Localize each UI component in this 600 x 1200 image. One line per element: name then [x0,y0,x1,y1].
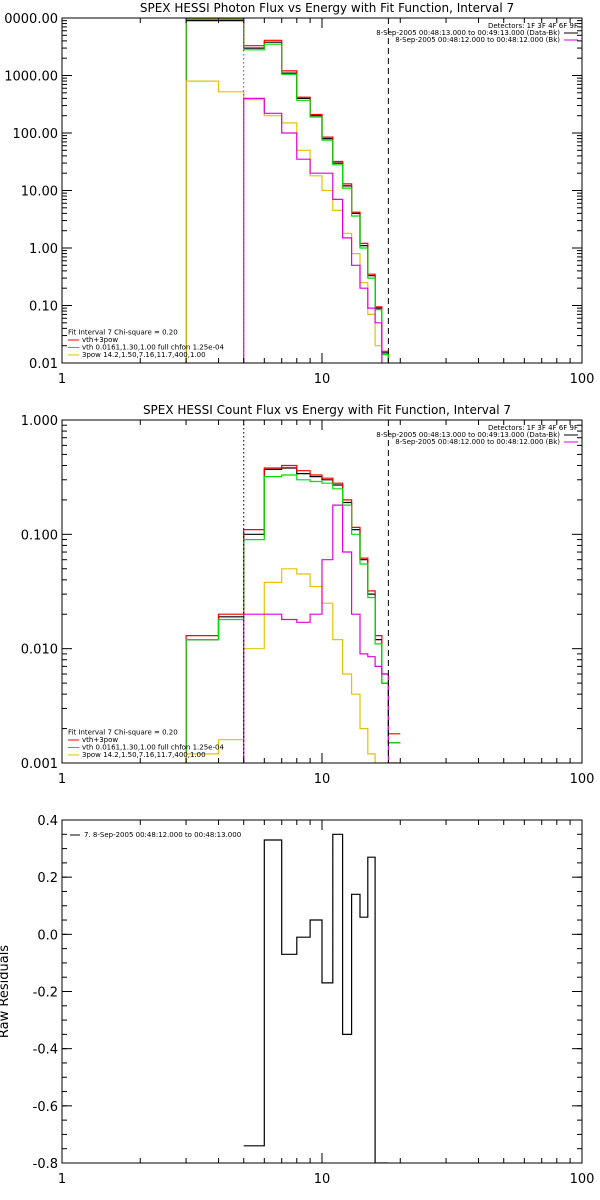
y-tick-label: 1000.00 [4,70,58,85]
y-tick-label: 0.2 [37,871,58,886]
legend-bottom-left-entry: vth+3pow [82,736,118,744]
y-tick-label: 100.00 [13,127,59,142]
y-tick-label: 10.00 [21,185,58,200]
y-tick-label: 0.100 [21,528,58,543]
y-tick-label: -0.6 [33,1100,58,1115]
y-tick-label: 1.000 [21,414,58,429]
series-group [185,18,389,363]
y-tick-label: 0.010 [21,643,58,658]
x-tick-label: 100 [570,772,595,787]
legend-top-right-entry: Detectors: 1F 3F 4F 6F 9F [488,424,578,432]
x-tick-label: 100 [570,372,595,387]
legend-bottom-left-entry: Fit Interval 7 Chi-square = 0.20 [68,729,178,737]
chart-3: Raw Residuals 1 10 100 -0.8 -0.6 -0.4 -0.2 0.0 0.… [0,814,594,1187]
chart-title: SPEX HESSI Photon Flux vs Energy with Fi… [140,1,514,15]
y-tick-label: 0.10 [29,300,58,315]
x-tick-label: 1 [58,772,66,787]
y-tick-label: 0.01 [29,357,58,372]
x-tick-label: 10 [314,772,331,787]
series-group [185,464,401,763]
y-tick-label: -0.4 [33,1043,58,1058]
series-line-yellow [185,80,383,363]
legend-top-right-entry: Detectors: 1F 3F 4F 6F 9F [488,22,578,30]
legend-bottom-left-entry: vth+3pow [82,336,118,344]
series-line-yellow [185,568,401,763]
x-tick-label: 10 [314,372,331,387]
legend-top-left-entry: 7. 8-Sep-2005 00:48:12.000 to 00:48:13.0… [84,831,241,839]
legend-bottom-left-entry: 3pow 14.2,1.50,7.16,11.7,400,1.00 [82,351,206,359]
legend-top-right-entry: 8-Sep-2005 00:48:12.000 to 00:48:12.000 … [395,438,560,446]
series-group [243,833,389,1163]
x-tick-label: 100 [570,1172,595,1187]
y-tick-label: 1.00 [29,242,58,257]
series-line-magenta [243,97,383,363]
chart-title: SPEX HESSI Count Flux vs Energy with Fit… [143,403,511,417]
y-tick-label: 0000.00 [4,12,58,27]
legend-top-right-entry: 8-Sep-2005 00:48:12.000 to 00:48:12.000 … [395,36,560,44]
legend-top-right-entry: 8-Sep-2005 00:48:13.000 to 00:49:13.000 … [376,431,560,439]
legend-bottom-left-entry: vth 0.0161,1.30,1.00 full chfon 1.25e-04 [82,344,224,352]
series-line-magenta [243,504,401,763]
y-tick-label: -0.8 [33,1157,58,1172]
chart-2: SPEX HESSI Count Flux vs Energy with Fit… [21,403,595,787]
y-tick-label: -0.2 [33,986,58,1001]
series-line-green [185,474,401,763]
x-tick-label: 1 [58,372,66,387]
y-tick-label: 0.4 [37,814,58,829]
y-tick-label: 0.001 [21,757,58,772]
x-tick-label: 1 [58,1172,66,1187]
y-axis-label: Raw Residuals [0,945,12,1038]
series-line-green [185,18,389,363]
x-tick-label: 10 [314,1172,331,1187]
legend-bottom-left-entry: 3pow 14.2,1.50,7.16,11.7,400,1.00 [82,751,206,759]
legend-bottom-left-entry: vth 0.0161,1.30,1.00 full chfon 1.25e-04 [82,744,224,752]
legend-top-right-entry: 8-Sep-2005 00:48:13.000 to 00:49:13.000 … [376,29,560,37]
y-tick-label: 0.0 [37,928,58,943]
legend-bottom-left-entry: Fit Interval 7 Chi-square = 0.20 [68,329,178,337]
chart-1: SPEX HESSI Photon Flux vs Energy with Fi… [4,1,594,387]
plot-frame [61,819,583,1164]
series-line-black [243,833,389,1163]
